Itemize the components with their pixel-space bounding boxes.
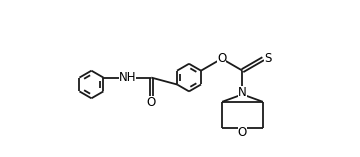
Text: N: N	[238, 86, 247, 99]
Text: O: O	[238, 126, 247, 139]
Text: O: O	[217, 52, 226, 65]
Text: S: S	[264, 52, 271, 65]
Text: O: O	[147, 96, 156, 109]
Text: NH: NH	[118, 71, 136, 84]
